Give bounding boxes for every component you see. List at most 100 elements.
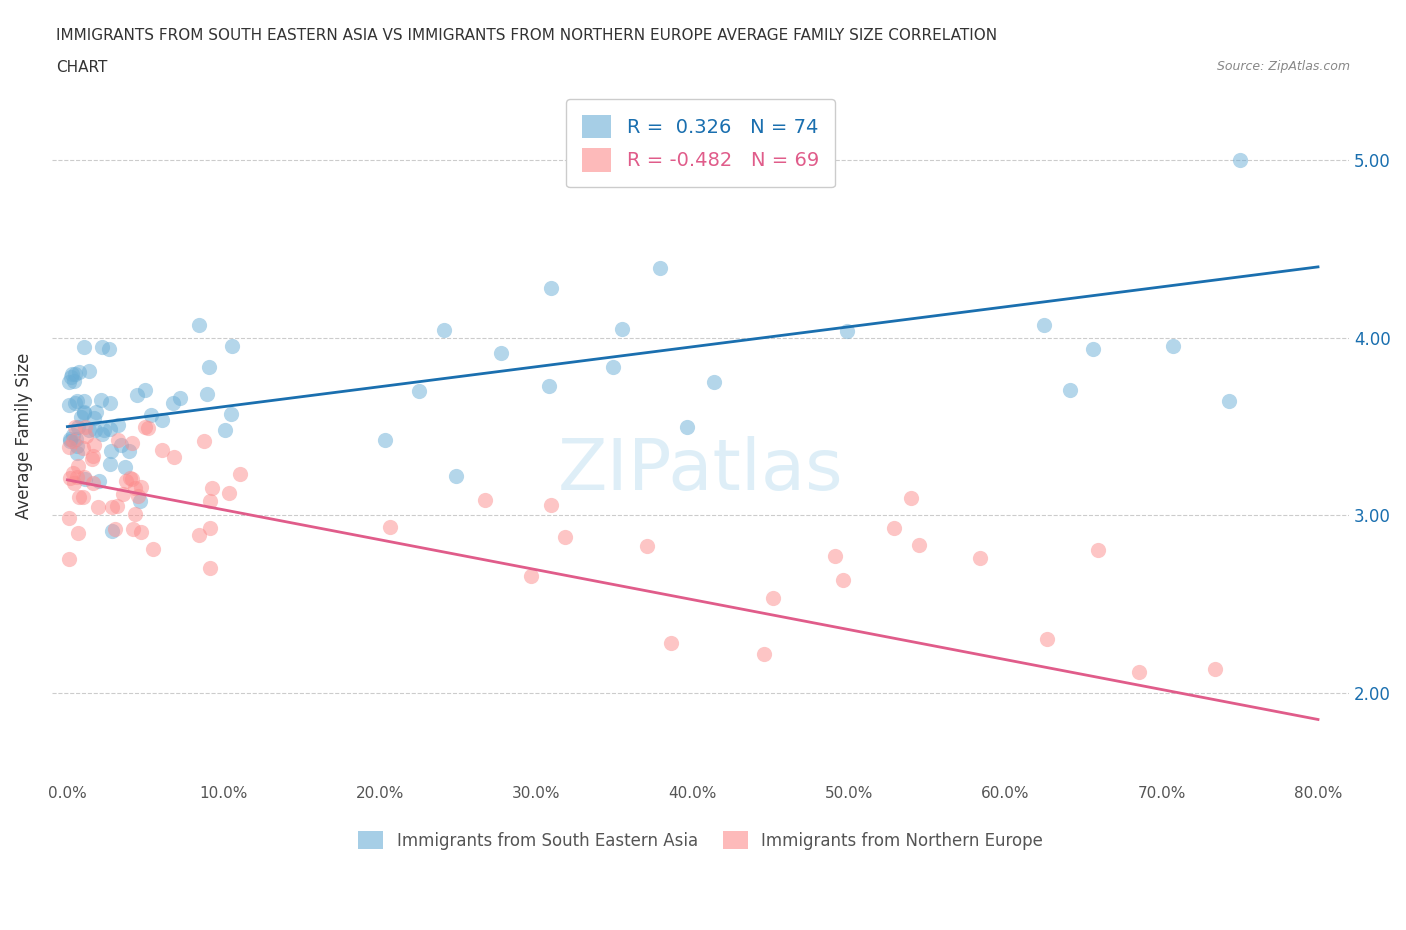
Point [752,646,775,661]
Point [703,375,725,390]
Point [824,549,846,564]
Point [65,395,87,410]
Point [128,494,150,509]
Point [1087,543,1109,558]
Point [58,374,80,389]
Point [121,472,143,486]
Point [122,522,145,537]
Point [648,260,671,275]
Text: CHART: CHART [56,60,108,75]
Point [70,409,93,424]
Point [1204,661,1226,676]
Point [214,423,236,438]
Point [114,473,136,488]
Point [221,339,243,353]
Point [883,521,905,536]
Point [969,551,991,565]
Point [73,405,96,419]
Text: IMMIGRANTS FROM SOUTH EASTERN ASIA VS IMMIGRANTS FROM NORTHERN EUROPE AVERAGE FA: IMMIGRANTS FROM SOUTH EASTERN ASIA VS IM… [56,28,997,43]
Point [98,396,121,411]
Point [67,365,90,379]
Point [63,475,86,490]
Point [114,459,136,474]
Point [198,493,221,508]
Point [129,480,152,495]
Point [73,470,96,485]
Point [444,469,467,484]
Point [83,438,105,453]
Point [107,418,129,432]
Point [900,491,922,506]
Point [75,429,97,444]
Point [66,419,89,434]
Point [66,445,89,460]
Point [219,406,242,421]
Point [87,499,110,514]
Text: ZIPatlas: ZIPatlas [558,435,844,505]
Point [79,363,101,378]
Point [62,465,84,480]
Point [73,393,96,408]
Point [73,419,96,434]
Point [1128,665,1150,680]
Point [907,538,929,552]
Point [1161,339,1184,353]
Point [127,488,149,503]
Point [374,432,396,447]
Point [134,382,156,397]
Point [187,527,209,542]
Point [58,397,80,412]
Point [82,475,104,490]
Point [72,339,94,354]
Point [89,473,111,488]
Point [659,635,682,650]
Point [832,573,855,588]
Point [65,366,87,381]
Point [80,452,103,467]
Point [540,280,562,295]
Point [474,492,496,507]
Point [98,342,121,357]
Point [120,471,142,485]
Point [193,433,215,448]
Point [124,480,146,495]
Point [762,591,785,605]
Y-axis label: Average Family Size: Average Family Size [15,352,32,519]
Point [59,432,82,446]
Point [1229,153,1251,167]
Point [103,522,125,537]
Point [187,318,209,333]
Point [229,467,252,482]
Point [65,432,87,446]
Point [162,395,184,410]
Point [1218,393,1240,408]
Point [100,524,122,538]
Point [129,525,152,539]
Point [98,421,121,436]
Point [198,520,221,535]
Point [110,438,132,453]
Point [408,384,430,399]
Point [107,432,129,447]
Point [58,552,80,567]
Point [519,569,541,584]
Point [1036,631,1059,646]
Point [90,392,112,407]
Legend: Immigrants from South Eastern Asia, Immigrants from Northern Europe: Immigrants from South Eastern Asia, Immi… [352,825,1049,857]
Point [136,420,159,435]
Point [90,427,112,442]
Point [83,423,105,438]
Point [675,420,697,435]
Point [142,541,165,556]
Point [636,538,658,553]
Point [84,405,107,419]
Point [169,391,191,405]
Point [62,433,84,448]
Point [72,440,94,455]
Point [66,438,89,453]
Point [201,480,224,495]
Point [141,407,163,422]
Point [554,529,576,544]
Point [63,373,86,388]
Point [112,486,135,501]
